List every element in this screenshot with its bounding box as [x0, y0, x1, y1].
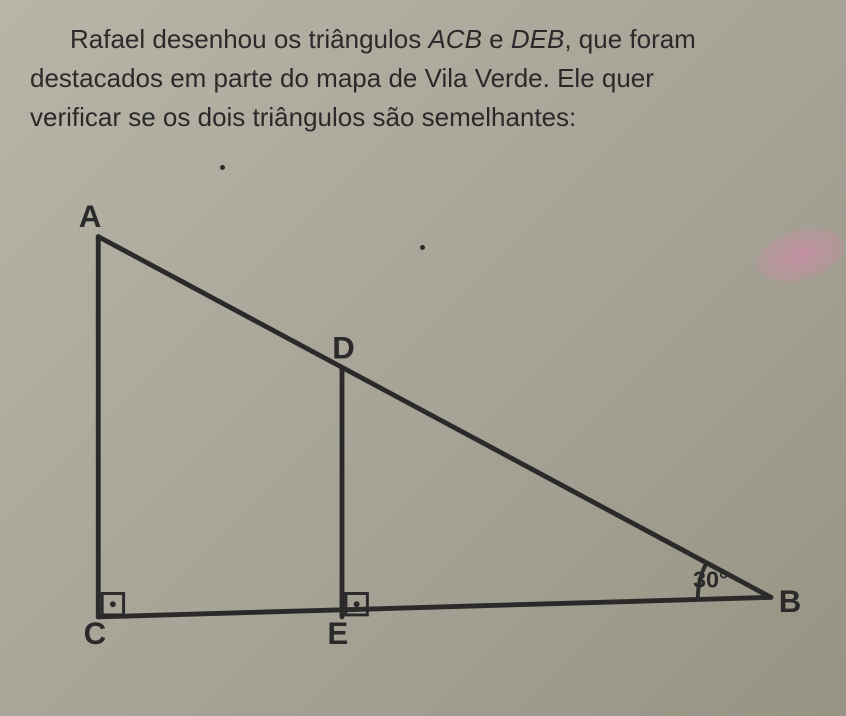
triangle-name-2: DEB [511, 24, 564, 54]
svg-text:D: D [332, 331, 355, 366]
svg-text:E: E [327, 616, 348, 651]
svg-text:C: C [84, 616, 107, 651]
dot [220, 165, 225, 170]
dot [420, 245, 425, 250]
svg-text:A: A [79, 199, 102, 234]
angle-value: 30° [693, 567, 728, 593]
text-line3: verificar se os dois triângulos são seme… [30, 98, 816, 137]
triangle-name-1: ACB [428, 24, 481, 54]
triangle-lines [98, 237, 771, 617]
problem-text: Rafael desenhou os triângulos ACB e DEB,… [30, 20, 816, 137]
text-line2: destacados em parte do mapa de Vila Verd… [30, 59, 816, 98]
svg-text:B: B [779, 584, 802, 619]
text-line1-part3: , que foram [564, 24, 696, 54]
text-line1-part2: e [482, 24, 511, 54]
text-line1-part1: Rafael desenhou os triângulos [70, 24, 428, 54]
